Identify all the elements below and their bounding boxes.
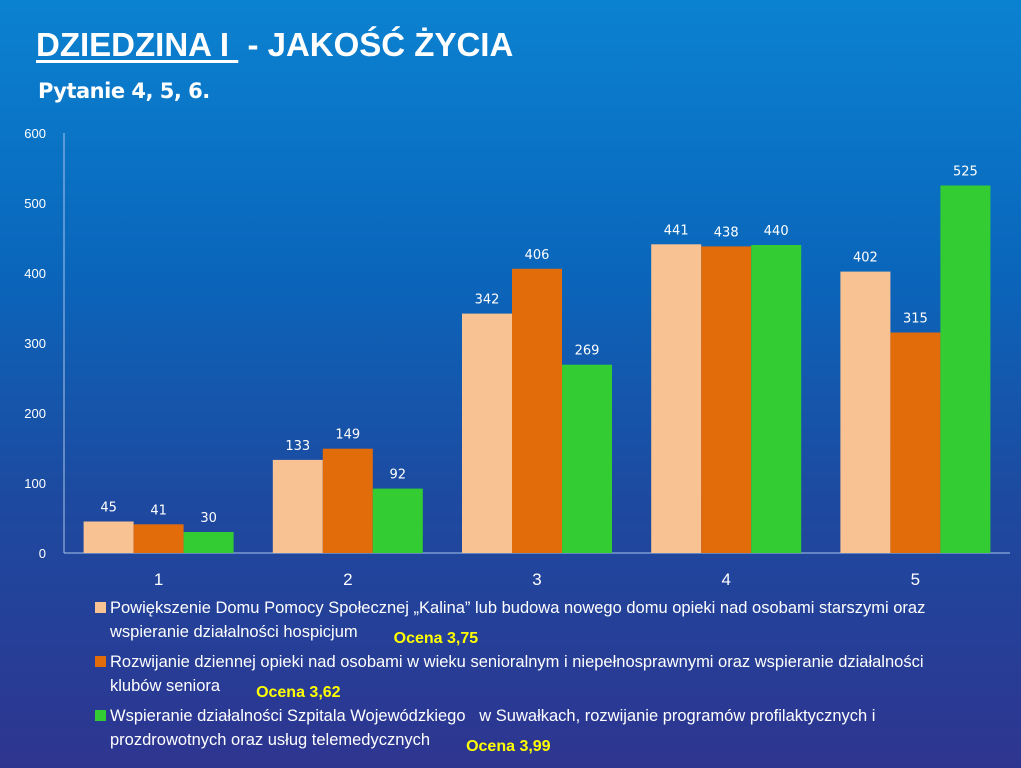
data-label: 149 — [335, 428, 360, 443]
data-label: 402 — [853, 251, 878, 266]
x-tick-label: 2 — [343, 570, 352, 589]
x-tick-label: 4 — [721, 570, 730, 589]
bar-series-3 — [372, 488, 423, 553]
y-tick-label: 0 — [39, 546, 46, 561]
legend-label: Powiększenie Domu Pomocy Społecznej „Kal… — [110, 599, 930, 641]
data-label: 133 — [285, 439, 310, 454]
y-tick-label: 100 — [24, 476, 46, 491]
bar-series-2 — [133, 524, 184, 553]
x-tick-label: 3 — [532, 570, 541, 589]
bar-series-1 — [83, 521, 134, 553]
bar-series-2 — [322, 448, 373, 553]
x-tick-label: 5 — [911, 570, 920, 589]
bar-series-1 — [272, 459, 323, 553]
data-label: 30 — [200, 511, 217, 526]
score-label: Ocena 3,99 — [466, 738, 551, 755]
bar-series-3 — [183, 532, 234, 553]
score-label: Ocena 3,62 — [256, 684, 341, 701]
legend-item: Wspieranie działalności Szpitala Wojewód… — [92, 704, 932, 755]
data-label: 438 — [714, 225, 739, 240]
data-label: 92 — [390, 468, 407, 483]
bar-series-3 — [751, 245, 802, 553]
y-tick-label: 300 — [24, 336, 46, 351]
data-label: 406 — [525, 248, 550, 263]
bar-series-1 — [651, 244, 702, 554]
data-label: 440 — [764, 224, 789, 239]
legend-item: Rozwijanie dziennej opieki nad osobami w… — [92, 650, 932, 701]
legend-swatch — [95, 602, 106, 613]
title-topic: - JAKOŚĆ ŻYCIA — [238, 26, 514, 63]
data-label: 315 — [903, 312, 928, 327]
legend-item: Powiększenie Domu Pomocy Społecznej „Kal… — [92, 596, 932, 647]
data-label: 45 — [100, 501, 117, 516]
bar-series-2 — [890, 332, 941, 553]
data-label: 525 — [953, 165, 978, 180]
bar-series-3 — [562, 364, 612, 553]
legend-label: Rozwijanie dziennej opieki nad osobami w… — [110, 653, 929, 695]
bar-series-1 — [840, 271, 891, 553]
x-tick-label: 1 — [154, 570, 163, 589]
legend-swatch — [95, 710, 106, 721]
chart-legend: Powiększenie Domu Pomocy Społecznej „Kal… — [92, 596, 932, 758]
legend-label: Wspieranie działalności Szpitala Wojewód… — [110, 707, 881, 749]
y-tick-label: 200 — [24, 406, 46, 421]
score-label: Ocena 3,75 — [393, 630, 479, 647]
y-tick-label: 600 — [24, 126, 46, 141]
data-label: 342 — [475, 293, 500, 308]
bar-series-3 — [940, 185, 991, 553]
y-tick-label: 400 — [24, 266, 46, 281]
bar-series-2 — [512, 268, 562, 553]
slide-subtitle: Pytanie 4, 5, 6. — [38, 79, 210, 103]
bar-series-1 — [462, 313, 512, 553]
bar-series-2 — [701, 246, 752, 553]
y-tick-label: 500 — [24, 196, 46, 211]
data-label: 269 — [575, 344, 600, 359]
data-label: 41 — [150, 503, 167, 518]
title-domain: DZIEDZINA I — [36, 26, 239, 63]
legend-swatch — [95, 656, 106, 667]
slide-title: DZIEDZINA I - JAKOŚĆ ŻYCIA — [36, 26, 513, 64]
data-label: 441 — [664, 223, 689, 238]
